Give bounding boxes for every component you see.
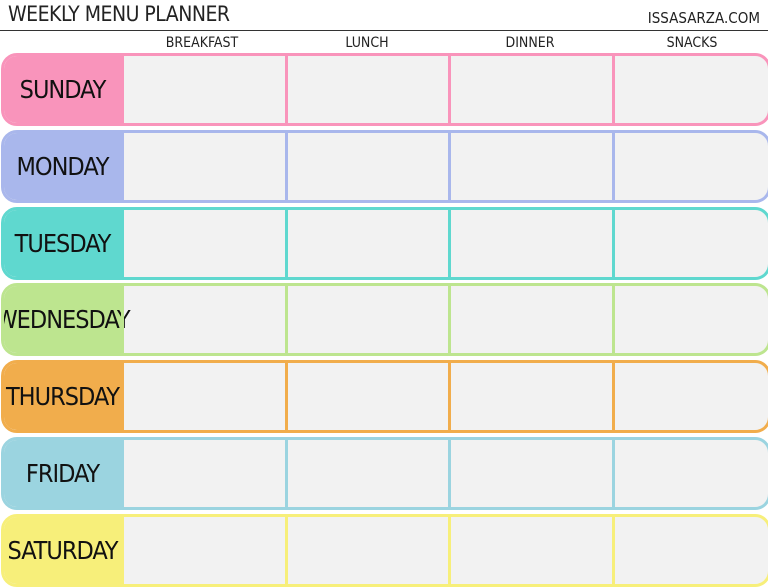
meal-cell-dinner[interactable] — [448, 286, 612, 354]
meal-cell-breakfast[interactable] — [121, 440, 285, 507]
meal-cell-breakfast[interactable] — [121, 132, 285, 200]
meal-cell-dinner[interactable] — [448, 516, 612, 584]
meal-cell-snacks[interactable] — [612, 56, 768, 123]
meal-cell-snacks[interactable] — [612, 209, 768, 277]
meal-cell-lunch[interactable] — [285, 286, 448, 354]
meal-cell-snacks[interactable] — [612, 440, 768, 507]
meal-cell-snacks[interactable] — [612, 516, 768, 584]
meal-cell-lunch[interactable] — [285, 516, 448, 584]
day-row-wednesday: WEDNESDAY — [1, 283, 768, 357]
meal-cell-dinner[interactable] — [448, 56, 612, 123]
meal-cell-breakfast[interactable] — [121, 209, 285, 277]
site-name: ISSASARZA.COM — [647, 9, 760, 27]
day-row-monday: MONDAY — [1, 129, 768, 203]
column-header-dinner: DINNER — [505, 35, 555, 51]
column-header-snacks: SNACKS — [666, 35, 718, 51]
meal-cell-lunch[interactable] — [285, 440, 448, 507]
page-title: WEEKLY MENU PLANNER — [8, 2, 230, 26]
day-label: FRIDAY — [4, 440, 121, 507]
day-row-sunday: SUNDAY — [1, 53, 768, 126]
meal-cell-breakfast[interactable] — [121, 286, 285, 354]
header-divider — [0, 30, 768, 31]
day-label: THURSDAY — [4, 363, 121, 431]
day-row-thursday: THURSDAY — [1, 360, 768, 434]
meal-cell-lunch[interactable] — [285, 132, 448, 200]
meal-cell-lunch[interactable] — [285, 363, 448, 431]
meal-cell-snacks[interactable] — [612, 132, 768, 200]
day-label: TUESDAY — [4, 209, 121, 277]
column-header-breakfast: BREAKFAST — [165, 35, 239, 51]
day-row-tuesday: TUESDAY — [1, 206, 768, 280]
day-label: WEDNESDAY — [4, 286, 131, 354]
meal-cell-lunch[interactable] — [285, 56, 448, 123]
day-label: SATURDAY — [4, 516, 121, 584]
meal-cell-lunch[interactable] — [285, 209, 448, 277]
day-row-friday: FRIDAY — [1, 437, 768, 510]
meal-cell-dinner[interactable] — [448, 209, 612, 277]
meal-cell-snacks[interactable] — [612, 286, 768, 354]
column-header-lunch: LUNCH — [345, 35, 389, 51]
meal-cell-snacks[interactable] — [612, 363, 768, 431]
meal-cell-breakfast[interactable] — [121, 516, 285, 584]
meal-cell-dinner[interactable] — [448, 363, 612, 431]
meal-cell-breakfast[interactable] — [121, 363, 285, 431]
meal-cell-dinner[interactable] — [448, 132, 612, 200]
meal-cell-breakfast[interactable] — [121, 56, 285, 123]
meal-cell-dinner[interactable] — [448, 440, 612, 507]
day-label: SUNDAY — [4, 56, 121, 123]
day-label: MONDAY — [4, 132, 121, 200]
day-row-saturday: SATURDAY — [1, 513, 768, 587]
